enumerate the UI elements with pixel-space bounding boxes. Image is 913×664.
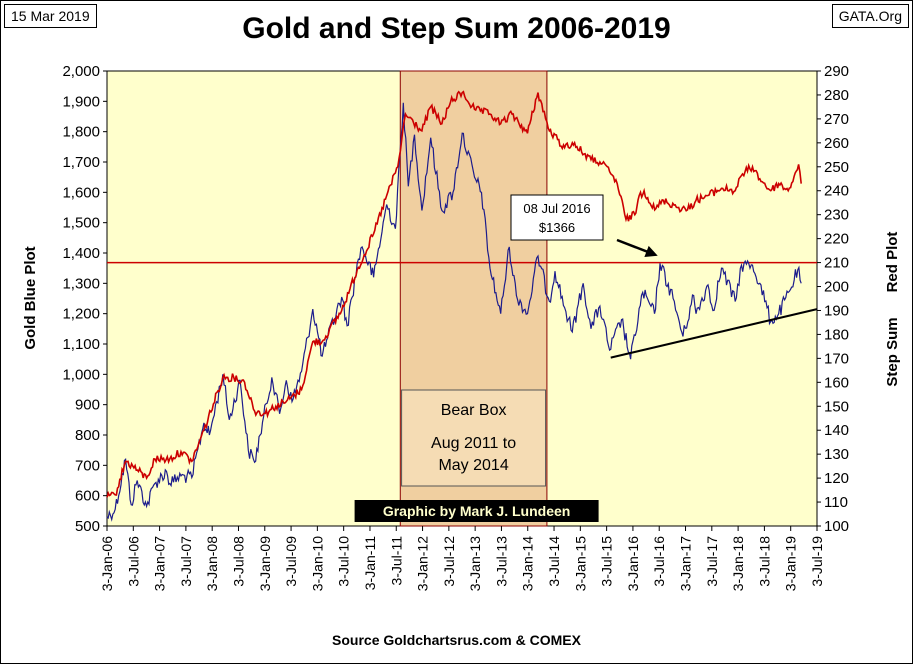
x-tick-label: 3-Jan-06: [99, 536, 115, 591]
y-right-tick-label: 120: [824, 470, 849, 487]
annotation-arrow-head: [644, 245, 658, 258]
credit-bar: [354, 500, 599, 522]
y-left-tick-label: 500: [75, 518, 100, 535]
x-tick-label: 3-Jul-06: [125, 536, 141, 587]
bear-box-date-range-line1: Aug 2011 to: [431, 435, 516, 452]
x-tick-label: 3-Jul-16: [651, 536, 667, 587]
x-tick-label: 3-Jan-14: [520, 536, 536, 591]
y-left-tick-label: 1,600: [62, 184, 100, 201]
y-right-tick-label: 200: [824, 279, 849, 296]
x-tick-label: 3-Jul-10: [336, 536, 352, 587]
x-tick-label: 3-Jan-07: [152, 536, 168, 591]
x-tick-label: 3-Jan-10: [309, 536, 325, 591]
x-tick-label: 3-Jan-18: [730, 536, 746, 591]
y-right-tick-label: 250: [824, 159, 849, 176]
y-right-tick-label: 270: [824, 111, 849, 128]
y-right-tick-label: 150: [824, 398, 849, 415]
y-left-tick-label: 900: [75, 397, 100, 414]
support-trend-line: [610, 308, 818, 359]
y-right-tick-label: 190: [824, 302, 849, 319]
x-tick-label: 3-Jul-17: [704, 536, 720, 587]
y-left-axis-label: Gold Blue Plot: [22, 246, 39, 349]
source-credit: Source Goldchartsrus.com & COMEX: [332, 632, 581, 648]
annotation-value: $1366: [539, 220, 575, 235]
x-tick-label: 3-Jul-12: [441, 536, 457, 587]
y-right-tick-label: 260: [824, 135, 849, 152]
x-tick-label: 3-Jan-19: [783, 536, 799, 591]
y-right-tick-label: 130: [824, 446, 849, 463]
y-right-tick-label: 290: [824, 63, 849, 80]
step-sum-series-line: [106, 90, 802, 498]
y-right-tick-label: 220: [824, 231, 849, 248]
x-tick-label: 3-Jul-08: [230, 536, 246, 587]
x-tick-label: 3-Jan-11: [362, 536, 378, 590]
x-tick-label: 3-Jan-13: [467, 536, 483, 591]
y-left-tick-label: 2,000: [62, 63, 100, 80]
credit-text: Graphic by Mark J. Lundeen: [383, 503, 571, 519]
y-left-tick-label: 600: [75, 488, 100, 505]
y-left-tick-label: 1,200: [62, 306, 100, 323]
x-tick-label: 3-Jan-16: [625, 536, 641, 591]
chart-title: Gold and Step Sum 2006-2019: [242, 12, 671, 45]
date-label: 15 Mar 2019: [4, 4, 97, 28]
y-left-tick-label: 800: [75, 427, 100, 444]
y-right-axis-label-bottom: Step Sum: [884, 317, 901, 386]
x-tick-label: 3-Jan-17: [678, 536, 694, 591]
y-right-tick-label: 240: [824, 183, 849, 200]
bear-box-date-range-line2: May 2014: [438, 457, 508, 474]
y-right-tick-label: 210: [824, 255, 849, 272]
bear-box-label: Bear Box: [441, 402, 507, 419]
x-tick-label: 3-Jul-18: [756, 536, 772, 587]
x-tick-label: 3-Jul-13: [493, 536, 509, 587]
annotation-box: [510, 194, 604, 241]
y-right-tick-label: 100: [824, 518, 849, 535]
bear-box-label-panel: [401, 389, 547, 487]
y-left-tick-label: 1,400: [62, 245, 100, 262]
annotation-date: 08 Jul 2016: [523, 201, 590, 216]
x-tick-label: 3-Jul-09: [283, 536, 299, 587]
y-right-tick-label: 170: [824, 350, 849, 367]
x-tick-label: 3-Jul-15: [599, 536, 615, 587]
y-left-tick-label: 1,500: [62, 215, 100, 232]
y-right-tick-label: 280: [824, 87, 849, 104]
x-tick-label: 3-Jan-12: [415, 536, 431, 591]
x-tick-label: 3-Jan-15: [572, 536, 588, 591]
x-tick-label: 3-Jul-07: [178, 536, 194, 587]
y-left-tick-label: 1,000: [62, 366, 100, 383]
y-left-tick-label: 1,800: [62, 124, 100, 141]
y-right-tick-label: 110: [824, 494, 848, 511]
y-right-tick-label: 140: [824, 422, 849, 439]
y-left-tick-label: 1,700: [62, 154, 100, 171]
x-tick-label: 3-Jul-19: [809, 536, 825, 587]
x-tick-label: 3-Jan-08: [204, 536, 220, 591]
y-left-tick-label: 700: [75, 457, 100, 474]
y-left-tick-label: 1,900: [62, 93, 100, 110]
y-right-axis-label-top: Red Plot: [884, 232, 901, 293]
y-left-tick-label: 1,300: [62, 275, 100, 292]
site-label: GATA.Org: [831, 4, 909, 28]
y-right-tick-label: 230: [824, 207, 849, 224]
y-right-tick-label: 160: [824, 374, 849, 391]
x-tick-label: 3-Jul-14: [546, 536, 562, 587]
x-tick-label: 3-Jul-11: [388, 536, 404, 586]
y-left-tick-label: 1,100: [62, 336, 100, 353]
x-tick-label: 3-Jan-09: [257, 536, 273, 591]
y-right-tick-label: 180: [824, 326, 849, 343]
